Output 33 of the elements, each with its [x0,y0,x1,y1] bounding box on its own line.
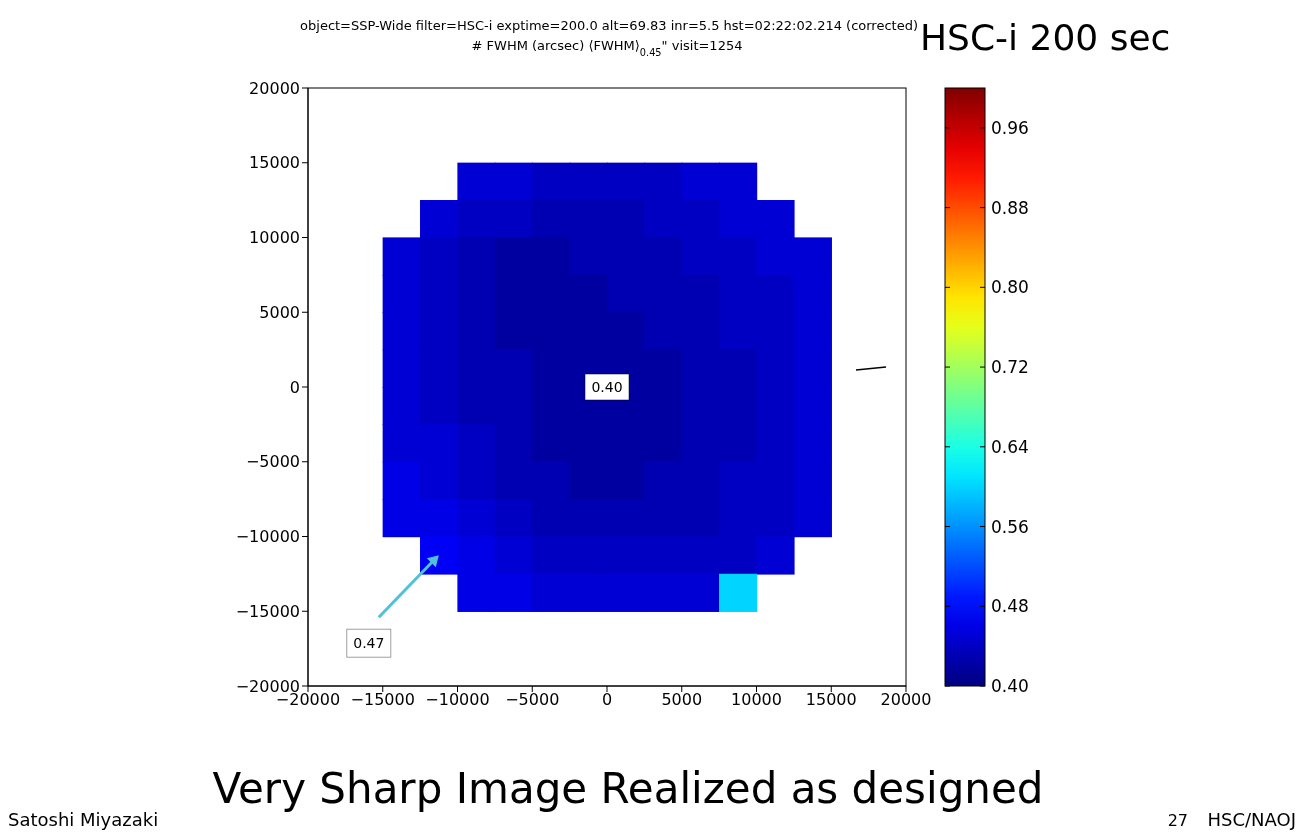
x-tick-label: 15000 [805,690,857,710]
color-bar-label: 0.56 [991,516,1029,537]
color-bar-label: 0.40 [991,676,1029,696]
text: HSC/NAOJ [1207,809,1296,830]
x-tick-label: 5000 [661,690,703,710]
y-tick-label: 10000 [249,228,300,248]
chart-title: object=SSP-Wide filter=HSC-i exptime=200.0 alt=69.83 inr=5.5 hst=02:22:02.214 (corrected) [300,18,918,33]
y-tick-label: 0 [289,377,300,397]
y-tick-label: 20000 [249,78,300,98]
color-bar-label: 0.48 [991,596,1029,617]
chart-subtitle: # FWHM (arcsec) ⟨FWHM⟩$_{0.45}$" visit=1254 [471,38,743,58]
color-bar-label: 0.80 [991,277,1029,298]
x-tick-label: 20000 [880,690,932,710]
y-tick-label: −5000 [245,452,300,472]
text: Satoshi Miyazaki [8,809,159,830]
y-tick-label: 15000 [249,153,300,173]
x-tick-label: −15000 [350,690,415,710]
x-tick-label: −10000 [425,690,490,710]
annotation: 0.40 [591,379,623,395]
y-tick-label: 5000 [259,302,300,322]
color-bar-label: 0.96 [991,117,1029,138]
text: Very Sharp Image Realized as designed [212,764,1044,813]
color-bar-label: 0.88 [991,197,1029,218]
text: HSC-i 200 sec [920,17,1171,58]
color-bar-label: 0.64 [991,436,1029,457]
x-tick-label: 0 [601,690,613,710]
color-bar-label: 0.72 [991,357,1029,378]
annotation: 0.47 [353,635,385,652]
x-tick-label: −5000 [505,690,560,710]
y-tick-label: −15000 [235,601,300,621]
text: 27 [1167,811,1188,830]
x-tick-label: 10000 [731,690,782,710]
y-tick-label: −10000 [235,527,300,547]
